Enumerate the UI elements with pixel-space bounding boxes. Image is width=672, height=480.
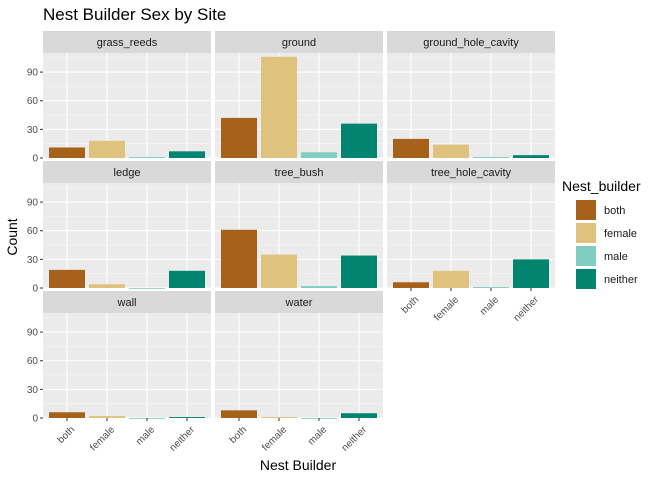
facet-strip [215, 31, 383, 53]
y-tick-label: 60 [27, 226, 39, 237]
bar-water-female [261, 417, 297, 418]
bar-ground_hole_cavity-both [393, 138, 429, 158]
bar-ledge-both [49, 269, 85, 288]
bar-ground_hole_cavity-male [473, 157, 509, 158]
x-axis-label: Nest Builder [260, 457, 337, 473]
bar-ground-neither [341, 123, 377, 158]
bar-ground-male [301, 152, 337, 158]
facet-strip [387, 31, 555, 53]
x-tick-label: both [400, 294, 422, 316]
legend-swatch-female [576, 223, 596, 243]
bar-tree_bush-male [301, 286, 337, 288]
facet-strip [215, 291, 383, 313]
bar-grass_reeds-female [89, 140, 125, 158]
bar-wall-neither [169, 417, 205, 418]
x-tick-label: female [432, 294, 461, 323]
facet-panel-tree_bush: tree_bush [215, 161, 383, 289]
facet-panel-ground_hole_cavity: ground_hole_cavity [387, 31, 555, 159]
y-tick-label: 90 [27, 68, 39, 79]
facet-panel-wall: wall 0 30 60 90 both female male neither [27, 291, 211, 454]
bar-ground_hole_cavity-neither [513, 155, 549, 158]
x-tick-label: both [56, 424, 78, 446]
x-tick-label: neither [512, 294, 542, 324]
x-tick-label: male [306, 424, 329, 447]
bar-ledge-male [129, 288, 165, 289]
bar-tree_hole_cavity-male [473, 287, 509, 288]
facet-panel-grass_reeds: grass_reeds 0 30 60 90 [27, 31, 211, 165]
bar-ground-female [261, 56, 297, 159]
facet-strip-label: grass_reeds [97, 37, 158, 49]
facet-strip-label: ground [282, 37, 316, 49]
legend-items: both female male neither [576, 200, 638, 289]
facet-strip-label: ground_hole_cavity [423, 37, 519, 49]
bar-ground-both [221, 117, 257, 158]
facet-panels: grass_reeds 0 30 60 90 ground ground_hole_cavi… [27, 31, 555, 454]
bar-tree_hole_cavity-neither [513, 259, 549, 288]
x-tick-label: both [228, 424, 250, 446]
y-tick-label: 60 [27, 96, 39, 107]
chart-title: Nest Builder Sex by Site [43, 5, 226, 24]
bar-grass_reeds-both [49, 147, 85, 158]
legend: Nest_builder both female male neither [562, 178, 641, 289]
facet-panel-ledge: ledge 0 30 60 90 [27, 161, 211, 295]
y-tick-label: 0 [32, 284, 38, 295]
y-tick-label: 90 [27, 328, 39, 339]
y-tick-label: 30 [27, 255, 39, 266]
bar-grass_reeds-neither [169, 151, 205, 158]
y-tick-label: 30 [27, 385, 39, 396]
facet-strip [43, 291, 211, 313]
bar-tree_hole_cavity-both [393, 282, 429, 288]
legend-label-male: male [604, 251, 628, 263]
x-tick-label: neither [168, 424, 198, 454]
facet-strip [43, 161, 211, 183]
bar-ledge-female [89, 284, 125, 288]
x-tick-label: male [134, 424, 157, 447]
x-tick-label: female [260, 424, 289, 453]
panel-background [215, 313, 383, 418]
y-tick-label: 60 [27, 356, 39, 367]
x-tick-label: male [478, 294, 501, 317]
x-tick-label: female [88, 424, 117, 453]
bar-tree_bush-both [221, 229, 257, 288]
bar-wall-female [89, 416, 125, 418]
bar-tree_bush-neither [341, 255, 377, 288]
bar-tree_bush-female [261, 254, 297, 288]
legend-label-both: both [604, 205, 625, 217]
facet-strip [43, 31, 211, 53]
bar-ledge-neither [169, 270, 205, 288]
bar-water-both [221, 410, 257, 418]
facet-panel-ground: ground [215, 31, 383, 159]
facet-strip-label: water [285, 297, 313, 309]
bar-water-neither [341, 413, 377, 418]
bar-ground_hole_cavity-female [433, 144, 469, 158]
y-tick-label: 90 [27, 198, 39, 209]
legend-swatch-male [576, 246, 596, 266]
bar-tree_hole_cavity-female [433, 270, 469, 288]
panel-background [43, 313, 211, 418]
legend-swatch-neither [576, 269, 596, 289]
panel-background [43, 53, 211, 158]
facet-strip-label: wall [117, 297, 137, 309]
x-tick-label: neither [340, 424, 370, 454]
facet-strip [215, 161, 383, 183]
y-axis-label: Count [4, 218, 20, 255]
legend-label-neither: neither [604, 274, 638, 286]
facet-strip-label: tree_hole_cavity [431, 167, 512, 179]
facet-strip [387, 161, 555, 183]
legend-title: Nest_builder [562, 178, 641, 194]
facet-panel-water: water both female male neither [215, 291, 383, 454]
facet-strip-label: tree_bush [275, 167, 324, 179]
legend-swatch-both [576, 200, 596, 220]
y-tick-label: 0 [32, 154, 38, 165]
y-tick-label: 30 [27, 125, 39, 136]
bar-wall-both [49, 412, 85, 418]
facet-strip-label: ledge [114, 167, 141, 179]
y-tick-label: 0 [32, 414, 38, 425]
legend-label-female: female [604, 228, 637, 240]
bar-grass_reeds-male [129, 157, 165, 158]
